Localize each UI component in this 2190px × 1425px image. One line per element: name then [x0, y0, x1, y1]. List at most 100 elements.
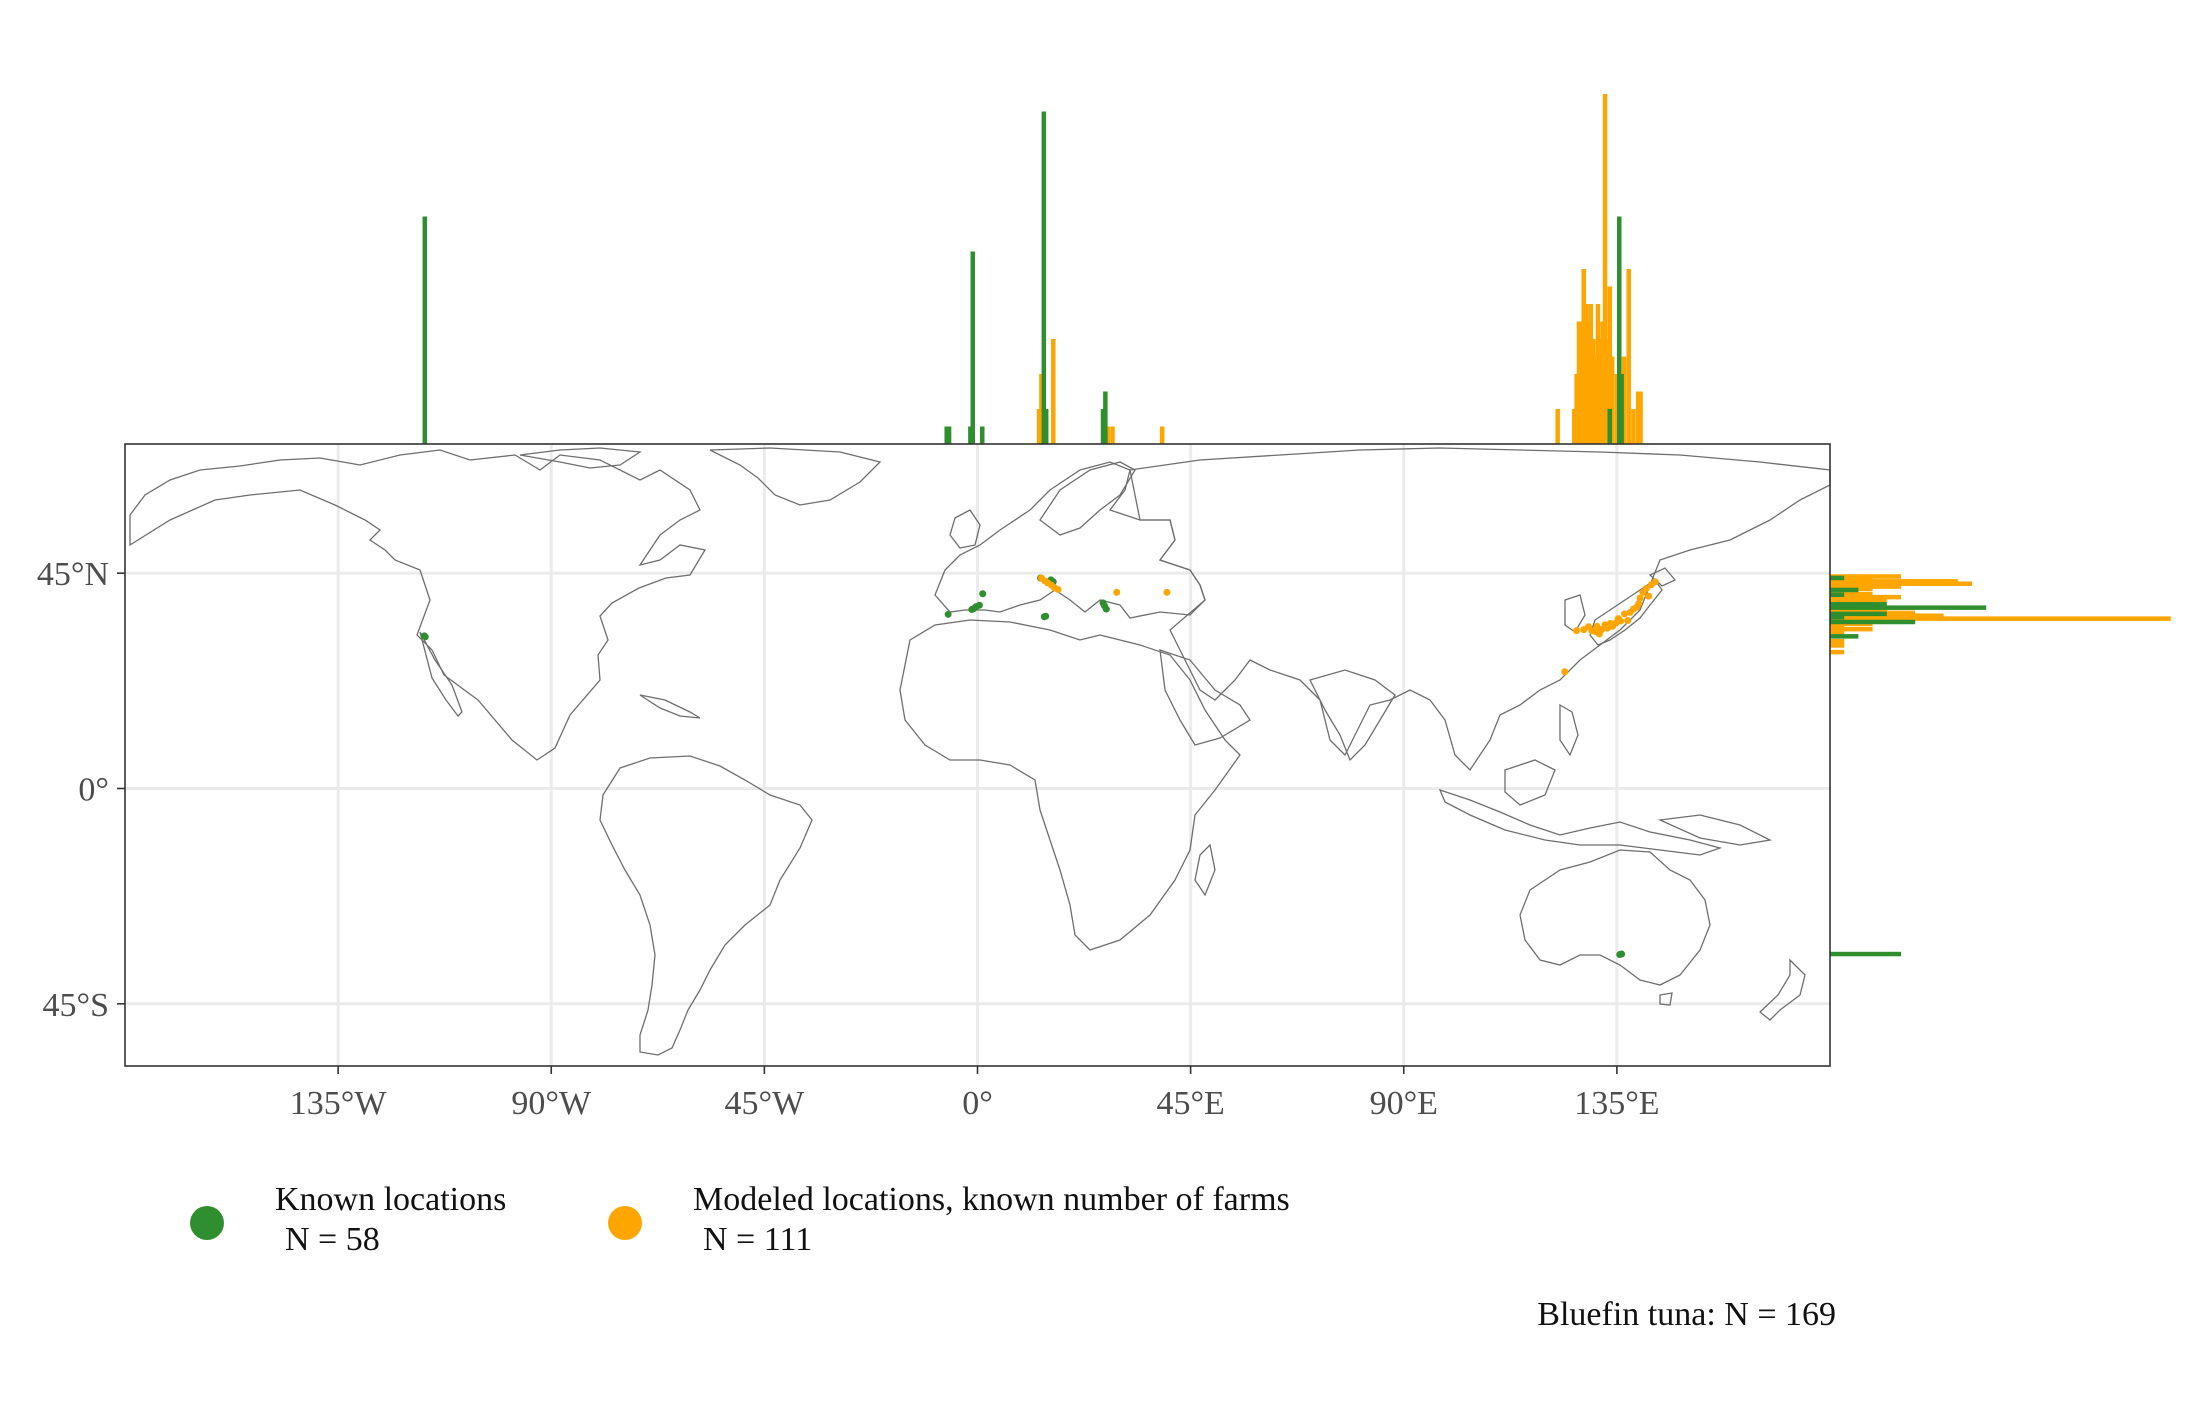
- british-isles-outline: [949, 509, 981, 549]
- modeled-location-point: [1642, 584, 1650, 592]
- north-america-outline: [129, 449, 707, 761]
- y-tick-label: 45°S: [42, 987, 109, 1024]
- africa-outline: [899, 619, 1241, 951]
- known-lon-bar: [944, 426, 949, 444]
- known-lon-bar: [968, 426, 973, 444]
- modeled-lat-bar: [1830, 649, 1845, 655]
- new-guinea-outline: [1657, 814, 1773, 846]
- modeled-location-point: [1624, 617, 1632, 625]
- modeled-lat-bar: [1830, 629, 1845, 635]
- known-location-point: [979, 590, 987, 598]
- scandinavia-outline: [1039, 461, 1136, 536]
- modeled-lon-bar: [1036, 409, 1042, 444]
- modeled-lon-bar: [1574, 374, 1579, 444]
- modeled-lat-bar: [1830, 594, 1901, 600]
- modeled-lat-bar: [1830, 584, 1901, 589]
- modeled-lon-bar: [1555, 409, 1560, 444]
- new-zealand-outline: [1759, 958, 1806, 1021]
- south-america-outline: [599, 755, 813, 1056]
- modeled-lon-bar: [1598, 339, 1603, 444]
- legend-key-modeled: [608, 1206, 642, 1240]
- known-lat-bar: [1830, 619, 1916, 625]
- greenland-outline: [709, 447, 882, 506]
- modeled-lat-bar: [1830, 579, 1958, 584]
- modeled-lon-bar: [1583, 304, 1589, 444]
- modeled-lon-bar: [1605, 339, 1610, 444]
- madagascar-outline: [1194, 843, 1216, 897]
- modeled-lon-bar: [1572, 409, 1577, 444]
- x-tick-label: 0°: [962, 1085, 993, 1122]
- known-lon-bar: [1607, 409, 1613, 444]
- modeled-lon-bar: [1590, 339, 1596, 444]
- known-location-point: [1042, 612, 1050, 620]
- known-lat-bar: [1830, 587, 1859, 593]
- japan-outline: [1589, 579, 1663, 646]
- known-location-point: [421, 633, 429, 641]
- known-lat-bar: [1830, 605, 1987, 610]
- x-tick-label: 90°E: [1370, 1085, 1438, 1122]
- known-lon-bar: [422, 216, 428, 444]
- modeled-lon-bar: [1588, 304, 1594, 444]
- modeled-lat-bar: [1830, 643, 1845, 648]
- legend-count-modeled: N = 111: [703, 1221, 813, 1258]
- modeled-location-point: [1617, 617, 1625, 625]
- map-panel: [124, 443, 1831, 1067]
- longitude-axis: 135°W 90°W 45°W 0° 45°E 90°E 135°E: [290, 1066, 1660, 1122]
- modeled-location-point: [1054, 585, 1062, 593]
- caribbean-outline: [639, 694, 701, 719]
- korea-outline: [1564, 594, 1586, 633]
- modeled-lon-bar: [1051, 339, 1056, 444]
- known-lon-bar: [946, 426, 952, 444]
- baja-california-outline: [419, 631, 463, 717]
- x-tick-label: 45°E: [1156, 1085, 1224, 1122]
- latitude-axis: 45°N 0° 45°S: [37, 556, 125, 1024]
- tasmania-outline: [1659, 992, 1673, 1006]
- modeled-lat-bar: [1830, 591, 1873, 597]
- y-tick-label: 0°: [78, 771, 109, 808]
- legend-count-known: N = 58: [285, 1221, 380, 1258]
- world-coastlines: [129, 447, 1831, 1056]
- known-lat-bar: [1830, 611, 1887, 617]
- modeled-lon-bar: [1576, 321, 1582, 444]
- modeled-lon-bar: [1609, 356, 1615, 444]
- latitude-histogram: [1830, 574, 2171, 957]
- india-outline: [1309, 669, 1396, 762]
- modeled-lat-bar: [1830, 624, 1845, 629]
- modeled-lat-bar: [1830, 574, 1901, 579]
- graticule: [125, 444, 1830, 1066]
- modeled-lon-bar: [1621, 356, 1627, 444]
- modeled-location-point: [1645, 592, 1653, 600]
- known-lat-bar: [1830, 602, 1887, 607]
- longitude-histogram: [422, 94, 1643, 444]
- canadian-archipelago-outline: [519, 447, 642, 469]
- asia-outline: [1129, 447, 1831, 772]
- modeled-lon-bar: [1638, 391, 1643, 444]
- known-lon-bar: [1043, 409, 1049, 444]
- modeled-lon-bar: [1579, 321, 1584, 444]
- caption: Bluefin tuna: N = 169: [1537, 1296, 1836, 1333]
- known-lon-bar: [979, 426, 985, 444]
- modeled-lat-bar: [1830, 608, 1887, 613]
- known-location-point: [944, 610, 952, 618]
- modeled-lon-bar: [1581, 269, 1586, 444]
- modeled-lat-bar: [1830, 576, 1873, 582]
- known-lon-bar: [1103, 391, 1108, 444]
- modeled-lat-bar: [1830, 616, 2171, 621]
- modeled-lon-bar: [1595, 304, 1601, 444]
- modeled-lat-bar: [1830, 638, 1845, 644]
- x-tick-label: 135°E: [1574, 1085, 1659, 1122]
- known-location-point: [975, 601, 983, 609]
- farm-location-points: [420, 574, 1659, 959]
- known-lat-bar: [1830, 575, 1845, 581]
- known-location-point: [1100, 602, 1108, 610]
- x-tick-label: 90°W: [511, 1085, 592, 1122]
- arabian-peninsula-outline: [1159, 649, 1251, 746]
- modeled-lon-bar: [1602, 94, 1608, 444]
- legend-label-modeled: Modeled locations, known number of farms: [693, 1181, 1290, 1218]
- known-location-point: [1618, 950, 1626, 958]
- known-lon-bar: [1616, 216, 1622, 444]
- known-lat-bar: [1830, 592, 1845, 597]
- x-tick-label: 135°W: [290, 1085, 388, 1122]
- legend-label-known: Known locations: [275, 1181, 507, 1218]
